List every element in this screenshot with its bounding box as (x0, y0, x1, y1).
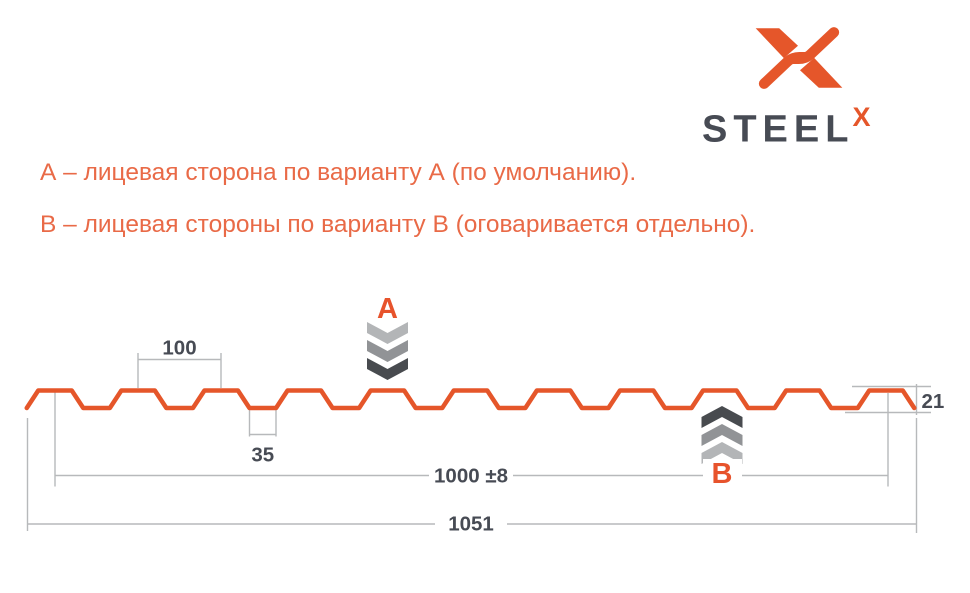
dim-rib-bottom-value: 35 (251, 444, 274, 467)
dim-rib-pitch: 100 (137, 337, 222, 388)
note-side-b: В – лицевая стороны по варианту В (огова… (40, 211, 756, 238)
dim-overall-width: 1051 (26, 418, 918, 536)
logo-bottom-right-arm (800, 57, 843, 88)
side-a-label: А (377, 293, 398, 325)
side-b-label: В (712, 458, 733, 490)
brand-suffix: X (852, 102, 871, 132)
dim-working-width: 1000 ±8 (54, 392, 889, 488)
dim-profile-height-value: 21 (922, 390, 945, 413)
side-a-marker: А (367, 293, 408, 380)
brand-name: STEEL (702, 108, 855, 151)
brand-wordmark: STEELX (702, 102, 952, 152)
steelx-logo-icon (755, 27, 843, 89)
side-b-label-backdrop (703, 459, 742, 486)
dim-profile-height: 21 (845, 384, 944, 415)
dim-overall-width-value: 1051 (448, 513, 494, 536)
note-side-a: А – лицевая сторона по варианту А (по ум… (40, 159, 637, 186)
logo-top-left-arm (755, 28, 798, 59)
dim-working-width-value: 1000 ±8 (434, 465, 508, 488)
side-b-arrows-icon (701, 406, 743, 464)
profile-outline (24, 388, 917, 411)
side-a-arrows-icon (367, 322, 408, 380)
dim-rib-pitch-value: 100 (162, 337, 196, 360)
dim-rib-bottom-width: 35 (248, 409, 277, 467)
logo-bottom-left-hook (758, 51, 811, 89)
side-b-marker: В (701, 406, 743, 490)
